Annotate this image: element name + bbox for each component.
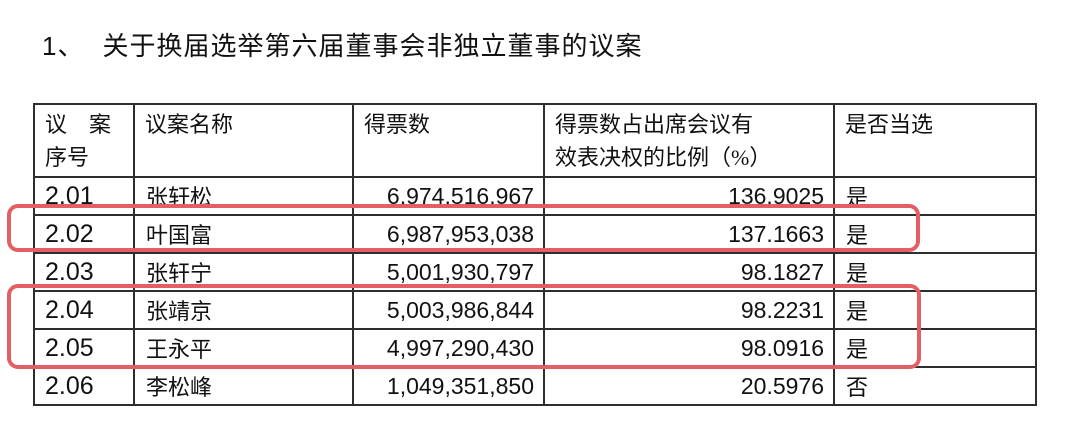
cell-votes: 6,987,953,038	[352, 214, 545, 254]
header-line: 得票数占出席会议有	[555, 112, 754, 137]
table-row: 2.01 张轩松 6,974,516,967 136.9025 是	[33, 176, 1037, 216]
cell-proposal-no: 2.03	[33, 252, 135, 292]
cell-votes: 5,003,986,844	[352, 290, 545, 330]
header-proposal-name: 议案名称	[133, 103, 354, 178]
table-header-row: 议 案 序号 议案名称 得票数 得票数占出席会议有 效表决权的比例（%） 是否当…	[33, 103, 1037, 178]
cell-elected: 是	[833, 328, 1037, 368]
cell-elected: 否	[833, 366, 1037, 406]
cell-percentage: 98.2231	[543, 290, 835, 330]
header-proposal-no: 议 案 序号	[33, 103, 135, 178]
cell-proposal-no: 2.02	[33, 214, 135, 254]
cell-percentage: 137.1663	[543, 214, 835, 254]
header-elected: 是否当选	[833, 103, 1037, 178]
header-line: 效表决权的比例（%）	[555, 145, 772, 170]
cell-candidate-name: 张轩宁	[133, 252, 354, 292]
cell-votes: 1,049,351,850	[352, 366, 545, 406]
table-row: 2.02 叶国富 6,987,953,038 137.1663 是	[33, 214, 1037, 254]
vote-results-table: 议 案 序号 议案名称 得票数 得票数占出席会议有 效表决权的比例（%） 是否当…	[33, 103, 1037, 406]
cell-percentage: 20.5976	[543, 366, 835, 406]
cell-candidate-name: 张靖京	[133, 290, 354, 330]
cell-proposal-no: 2.05	[33, 328, 135, 368]
table-row: 2.05 王永平 4,997,290,430 98.0916 是	[33, 328, 1037, 368]
cell-votes: 4,997,290,430	[352, 328, 545, 368]
cell-candidate-name: 王永平	[133, 328, 354, 368]
header-votes: 得票数	[352, 103, 545, 178]
cell-elected: 是	[833, 176, 1037, 216]
cell-proposal-no: 2.01	[33, 176, 135, 216]
header-line: 序号	[45, 145, 90, 170]
cell-percentage: 98.0916	[543, 328, 835, 368]
cell-candidate-name: 李松峰	[133, 366, 354, 406]
cell-votes: 6,974,516,967	[352, 176, 545, 216]
cell-candidate-name: 张轩松	[133, 176, 354, 216]
header-line: 议 案	[45, 112, 112, 137]
header-vote-percentage: 得票数占出席会议有 效表决权的比例（%）	[543, 103, 835, 178]
section-title-text: 关于换届选举第六届董事会非独立董事的议案	[102, 32, 643, 61]
table-row: 2.06 李松峰 1,049,351,850 20.5976 否	[33, 366, 1037, 406]
cell-candidate-name: 叶国富	[133, 214, 354, 254]
cell-percentage: 136.9025	[543, 176, 835, 216]
table-row: 2.03 张轩宁 5,001,930,797 98.1827 是	[33, 252, 1037, 292]
cell-percentage: 98.1827	[543, 252, 835, 292]
section-title: 1、 关于换届选举第六届董事会非独立董事的议案	[42, 26, 642, 63]
cell-proposal-no: 2.04	[33, 290, 135, 330]
cell-elected: 是	[833, 214, 1037, 254]
cell-votes: 5,001,930,797	[352, 252, 545, 292]
cell-elected: 是	[833, 290, 1037, 330]
section-number: 1、	[42, 31, 85, 61]
cell-elected: 是	[833, 252, 1037, 292]
table-row: 2.04 张靖京 5,003,986,844 98.2231 是	[33, 290, 1037, 330]
cell-proposal-no: 2.06	[33, 366, 135, 406]
